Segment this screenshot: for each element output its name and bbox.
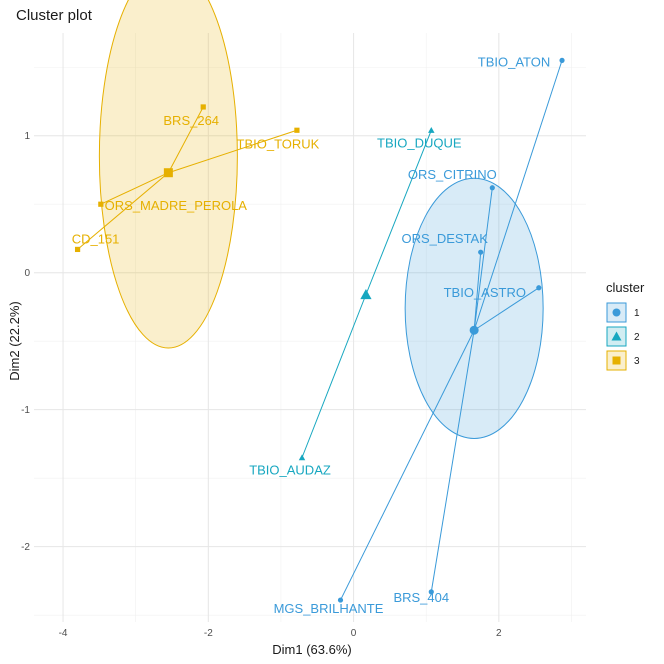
cluster-3-segment <box>168 129 298 174</box>
cluster-1-segment <box>340 330 475 601</box>
cluster-1-segment <box>473 60 563 331</box>
plot-panel: -4 -2 0 2 -2 -1 0 1 TBIO_ATON ORS_CITRINO ORS_DEST… <box>21 0 586 639</box>
cluster-2-center <box>360 289 372 300</box>
data-point <box>559 57 565 63</box>
cluster-3-center <box>163 168 173 178</box>
point-label: TBIO_ASTRO <box>444 285 526 300</box>
chart-title: Cluster plot <box>16 7 93 24</box>
x-tick-label: 0 <box>351 628 357 639</box>
legend-marker-2 <box>611 331 622 341</box>
point-label: TBIO_ATON <box>478 54 550 69</box>
y-tick-label: 0 <box>24 268 30 279</box>
cluster-3-segment <box>77 172 169 250</box>
x-tick-label: 2 <box>496 628 502 639</box>
y-tick-label: -2 <box>21 542 30 553</box>
x-tick-label: -4 <box>59 628 68 639</box>
data-point <box>428 589 434 595</box>
data-point <box>74 246 81 253</box>
cluster-1-ellipse <box>404 177 544 439</box>
data-point <box>428 127 435 133</box>
data-point <box>536 285 542 291</box>
legend-marker-3 <box>612 356 621 365</box>
data-point <box>489 185 495 191</box>
cluster-1-segment <box>473 287 540 331</box>
cluster-3-segment <box>100 172 169 205</box>
data-point <box>98 201 104 207</box>
y-tick-label: 1 <box>24 131 30 142</box>
data-point <box>200 104 206 110</box>
legend-title: cluster <box>606 280 645 295</box>
y-tick-label: -1 <box>21 405 30 416</box>
point-label: MGS_BRILHANTE <box>274 601 384 616</box>
point-label: TBIO_DUQUE <box>377 135 462 150</box>
cluster-3-segment <box>167 106 204 173</box>
point-label: ORS_CITRINO <box>408 167 497 182</box>
data-point <box>337 597 344 603</box>
point-label: TBIO_TORUK <box>237 136 320 151</box>
point-label: ORS_DESTAK <box>401 231 488 246</box>
cluster-1-center <box>469 325 479 335</box>
x-tick-label: -2 <box>204 628 213 639</box>
cluster-2-segment <box>365 130 432 295</box>
cluster-1-segment <box>430 330 475 592</box>
data-point <box>478 249 484 255</box>
point-label: CD_151 <box>72 231 120 246</box>
data-point <box>298 454 306 461</box>
data-point <box>294 127 300 133</box>
legend: cluster 1 2 3 <box>606 280 645 371</box>
point-label: ORS_MADRE_PEROLA <box>105 198 248 213</box>
point-label: BRS_264 <box>163 113 219 128</box>
legend-label-3: 3 <box>634 356 640 367</box>
cluster-1-segment <box>473 187 493 331</box>
x-axis-label: Dim1 (63.6%) <box>272 642 351 657</box>
cluster-1-segment <box>473 252 482 331</box>
legend-label-2: 2 <box>634 332 640 343</box>
legend-label-1: 1 <box>634 308 640 319</box>
point-label: TBIO_AUDAZ <box>249 463 331 478</box>
y-axis-label: Dim2 (22.2%) <box>7 301 22 380</box>
cluster-2-segment <box>301 294 367 458</box>
legend-marker-1 <box>612 308 621 317</box>
point-label: BRS_404 <box>393 590 449 605</box>
